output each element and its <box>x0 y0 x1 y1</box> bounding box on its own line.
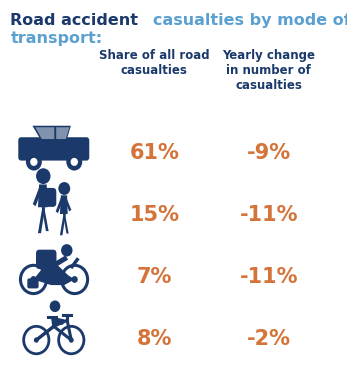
Circle shape <box>61 244 73 256</box>
FancyBboxPatch shape <box>27 278 39 288</box>
Circle shape <box>36 168 51 184</box>
FancyBboxPatch shape <box>43 188 56 207</box>
Circle shape <box>70 158 78 166</box>
Text: Road accident: Road accident <box>10 13 144 28</box>
Circle shape <box>69 337 74 343</box>
Polygon shape <box>32 126 71 140</box>
Text: casualties by mode of: casualties by mode of <box>153 13 347 28</box>
Polygon shape <box>63 214 69 234</box>
Polygon shape <box>38 207 45 233</box>
Text: 15%: 15% <box>129 205 179 225</box>
Circle shape <box>71 276 78 283</box>
Polygon shape <box>33 188 42 206</box>
Polygon shape <box>60 195 68 214</box>
Circle shape <box>50 300 60 312</box>
Text: 61%: 61% <box>129 143 179 163</box>
Polygon shape <box>44 190 52 204</box>
Polygon shape <box>33 264 75 285</box>
Polygon shape <box>42 207 49 231</box>
Text: -9%: -9% <box>247 143 291 163</box>
FancyBboxPatch shape <box>36 250 57 269</box>
Text: Yearly change
in number of
casualties: Yearly change in number of casualties <box>222 49 315 92</box>
Text: -11%: -11% <box>240 267 298 287</box>
Circle shape <box>26 153 42 170</box>
Text: 7%: 7% <box>137 267 172 287</box>
Text: -11%: -11% <box>240 205 298 225</box>
Text: Share of all road
casualties: Share of all road casualties <box>99 49 210 77</box>
Polygon shape <box>38 184 48 207</box>
Circle shape <box>30 158 37 166</box>
Circle shape <box>34 337 39 343</box>
Polygon shape <box>35 127 54 139</box>
Circle shape <box>31 276 37 283</box>
FancyBboxPatch shape <box>18 137 89 161</box>
Text: -2%: -2% <box>247 329 291 349</box>
Text: transport:: transport: <box>10 31 102 46</box>
Circle shape <box>58 182 70 195</box>
Polygon shape <box>56 127 69 139</box>
Polygon shape <box>52 317 65 325</box>
Polygon shape <box>56 198 63 213</box>
Polygon shape <box>60 214 66 235</box>
Text: 8%: 8% <box>137 329 172 349</box>
Polygon shape <box>65 199 71 211</box>
Circle shape <box>66 153 82 170</box>
Polygon shape <box>51 256 68 267</box>
